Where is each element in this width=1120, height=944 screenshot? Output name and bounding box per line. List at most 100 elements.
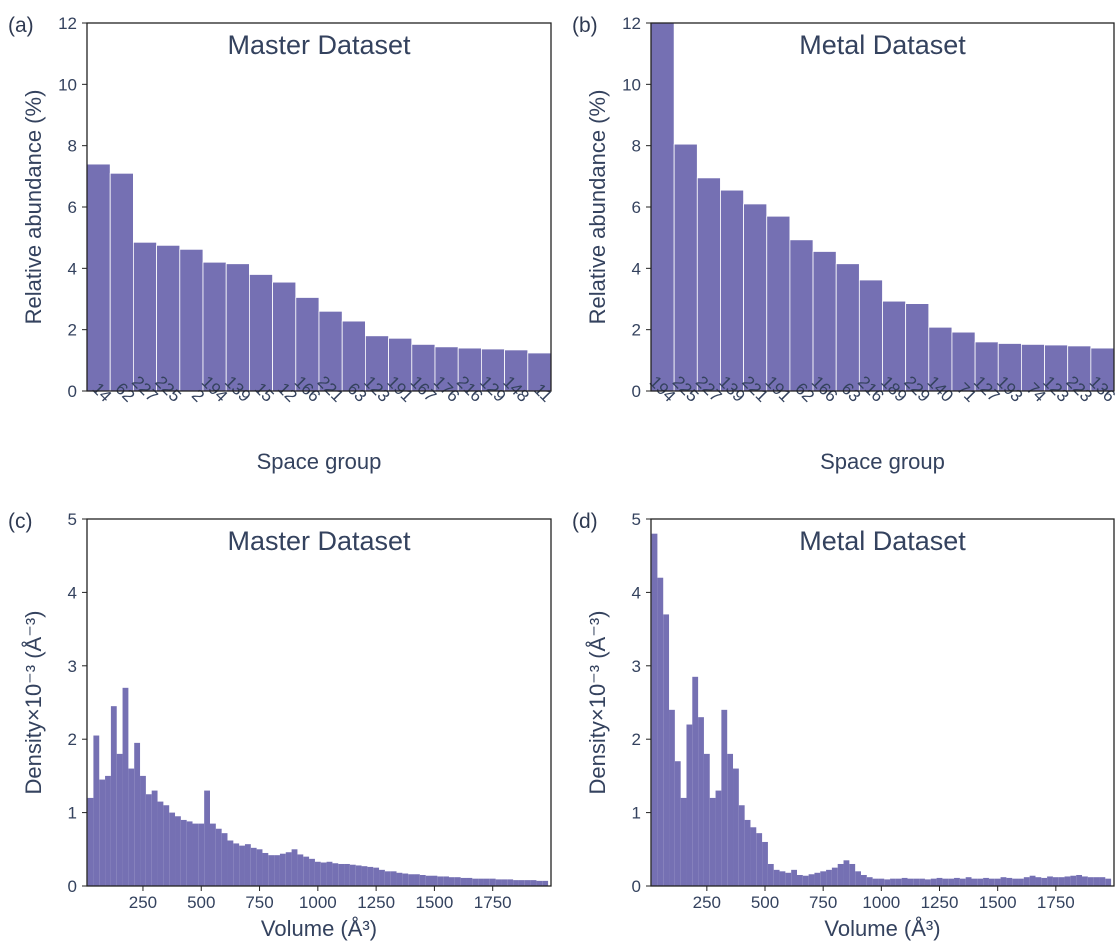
bar-62 bbox=[789, 239, 814, 391]
x-tick-label: 1250 bbox=[357, 893, 395, 912]
histogram-bar bbox=[1000, 877, 1007, 886]
bar-15 bbox=[248, 274, 273, 391]
histogram-bar bbox=[379, 869, 385, 886]
histogram-bar bbox=[860, 874, 867, 886]
y-tick-label: 3 bbox=[632, 657, 641, 676]
histogram-bar bbox=[669, 709, 675, 886]
histogram-bar bbox=[338, 863, 345, 886]
histogram-bar bbox=[983, 877, 989, 886]
histogram-bar bbox=[513, 880, 519, 886]
bar-225 bbox=[156, 244, 181, 391]
bar-139 bbox=[720, 189, 745, 391]
panel-label: (d) bbox=[572, 510, 598, 533]
y-tick-label: 0 bbox=[68, 877, 77, 896]
histogram-bar bbox=[297, 854, 304, 886]
panel-label: (b) bbox=[572, 14, 598, 37]
plot-frame bbox=[650, 518, 1115, 887]
x-tick-label: 1750 bbox=[474, 893, 512, 912]
histogram-bar bbox=[209, 823, 216, 886]
histogram-bar bbox=[402, 873, 409, 886]
histogram-bar bbox=[802, 875, 809, 886]
histogram-bar bbox=[227, 840, 234, 886]
histogram-bar bbox=[866, 877, 873, 886]
bars-group bbox=[87, 687, 549, 886]
bar-63 bbox=[835, 263, 860, 391]
histogram-bar bbox=[87, 797, 94, 886]
y-tick-label: 1 bbox=[68, 804, 77, 823]
histogram-bar bbox=[1035, 877, 1042, 886]
histogram-bar bbox=[239, 845, 245, 886]
histogram-bar bbox=[151, 790, 158, 886]
bar-225 bbox=[673, 143, 698, 391]
bar-139 bbox=[225, 263, 250, 391]
chart-panel-d: 250 500 750 1000 1250 1500 1750 0 1 2 3 4 5 Metal Dat… bbox=[572, 510, 1115, 941]
histogram-bar bbox=[163, 805, 170, 886]
histogram-bar bbox=[262, 852, 269, 886]
histogram-bar bbox=[948, 878, 955, 886]
histogram-bar bbox=[460, 877, 467, 886]
panel-label: (c) bbox=[8, 510, 33, 533]
chart-title: Metal Dataset bbox=[799, 526, 966, 556]
histogram-bar bbox=[796, 874, 803, 886]
histogram-bar bbox=[431, 875, 438, 886]
histogram-bar bbox=[373, 867, 380, 886]
bar-227 bbox=[696, 177, 721, 391]
histogram-bar bbox=[140, 775, 146, 886]
histogram-bar bbox=[157, 801, 164, 886]
y-tick-label: 0 bbox=[632, 877, 641, 896]
y-axis-label: Relative abundance (%) bbox=[21, 90, 46, 325]
histogram-bar bbox=[309, 858, 315, 886]
y-tick-label: 4 bbox=[632, 259, 641, 278]
plot-frame bbox=[86, 518, 552, 887]
histogram-bar bbox=[785, 872, 792, 886]
x-tick-label: 1750 bbox=[1037, 893, 1075, 912]
histogram-bar bbox=[274, 855, 280, 886]
histogram-bar bbox=[715, 790, 722, 886]
bars-group bbox=[651, 533, 1112, 886]
histogram-bar bbox=[733, 768, 739, 886]
bar-191 bbox=[766, 215, 791, 391]
histogram-bar bbox=[890, 878, 896, 886]
x-tick-label: 250 bbox=[129, 893, 157, 912]
histogram-bar bbox=[1093, 877, 1100, 886]
histogram-bar bbox=[872, 878, 879, 886]
x-tick-label: 1500 bbox=[416, 893, 454, 912]
bar-194 bbox=[651, 23, 675, 391]
histogram-bar bbox=[134, 742, 141, 886]
histogram-bar bbox=[1105, 878, 1112, 886]
histogram-bar bbox=[250, 847, 257, 886]
histogram-bar bbox=[1012, 878, 1019, 886]
y-tick-label: 6 bbox=[68, 198, 77, 217]
histogram-bar bbox=[814, 872, 821, 886]
histogram-bar bbox=[425, 875, 432, 886]
y-axis-label: Density×10⁻³ (Å⁻³) bbox=[21, 611, 46, 795]
histogram-bar bbox=[507, 879, 514, 886]
histogram-bar bbox=[349, 864, 356, 886]
histogram-bar bbox=[971, 878, 978, 886]
histogram-bar bbox=[314, 861, 321, 886]
histogram-bar bbox=[709, 797, 716, 886]
histogram-bar bbox=[773, 869, 780, 886]
histogram-bar bbox=[320, 862, 327, 886]
histogram-bar bbox=[1082, 876, 1088, 886]
histogram-bar bbox=[855, 871, 861, 886]
histogram-bar bbox=[408, 874, 415, 886]
histogram-bar bbox=[145, 794, 152, 886]
histogram-bar bbox=[936, 877, 943, 886]
plot-frame bbox=[650, 22, 1115, 392]
bar-62 bbox=[109, 172, 134, 391]
histogram-bar bbox=[1099, 877, 1106, 886]
histogram-bar bbox=[437, 876, 444, 886]
histogram-bar bbox=[663, 614, 670, 886]
histogram-bar bbox=[93, 735, 100, 886]
y-tick-label: 2 bbox=[68, 730, 77, 749]
histogram-bar bbox=[483, 878, 490, 886]
x-tick-label: 250 bbox=[693, 893, 721, 912]
y-tick-label: 10 bbox=[622, 75, 641, 94]
histogram-bar bbox=[489, 878, 496, 886]
histogram-bar bbox=[326, 861, 333, 886]
histogram-bar bbox=[901, 877, 908, 886]
histogram-bar bbox=[750, 827, 757, 886]
histogram-bar bbox=[367, 866, 374, 886]
